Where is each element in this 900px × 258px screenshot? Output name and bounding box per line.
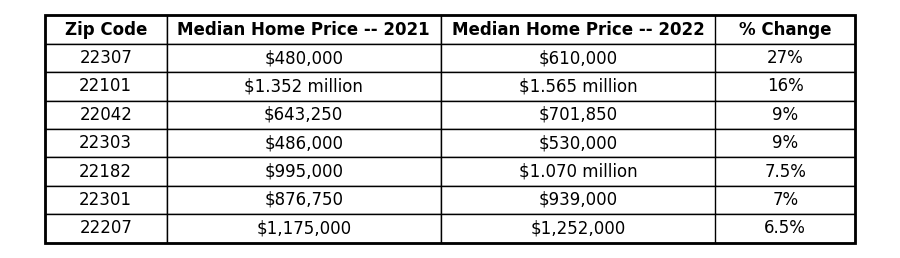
- Text: $643,250: $643,250: [264, 106, 344, 124]
- Text: % Change: % Change: [739, 21, 832, 39]
- Text: 22301: 22301: [79, 191, 132, 209]
- Bar: [441, 44, 716, 72]
- Text: Median Home Price -- 2021: Median Home Price -- 2021: [177, 21, 430, 39]
- Bar: [716, 186, 855, 214]
- Text: $610,000: $610,000: [539, 49, 617, 67]
- Text: $1,175,000: $1,175,000: [256, 219, 351, 237]
- Bar: [716, 157, 855, 186]
- Text: 22307: 22307: [79, 49, 132, 67]
- Bar: [45, 101, 166, 129]
- Bar: [716, 15, 855, 44]
- Text: $486,000: $486,000: [265, 134, 343, 152]
- Bar: [716, 44, 855, 72]
- Bar: [166, 15, 441, 44]
- Bar: [45, 129, 166, 157]
- Bar: [45, 15, 855, 243]
- Bar: [441, 129, 716, 157]
- Text: $701,850: $701,850: [539, 106, 617, 124]
- Text: 22207: 22207: [79, 219, 132, 237]
- Text: 27%: 27%: [767, 49, 804, 67]
- Text: 7%: 7%: [772, 191, 798, 209]
- Text: $530,000: $530,000: [539, 134, 617, 152]
- Bar: [45, 44, 166, 72]
- Text: $480,000: $480,000: [265, 49, 343, 67]
- Text: $1,252,000: $1,252,000: [531, 219, 626, 237]
- Bar: [716, 129, 855, 157]
- Text: 9%: 9%: [772, 134, 798, 152]
- Text: 22182: 22182: [79, 163, 132, 181]
- Bar: [166, 214, 441, 243]
- Bar: [441, 186, 716, 214]
- Bar: [441, 15, 716, 44]
- Text: 6.5%: 6.5%: [764, 219, 806, 237]
- Text: $876,750: $876,750: [265, 191, 343, 209]
- Text: Zip Code: Zip Code: [65, 21, 147, 39]
- Text: $1.352 million: $1.352 million: [244, 77, 364, 95]
- Text: 7.5%: 7.5%: [764, 163, 806, 181]
- Text: $995,000: $995,000: [265, 163, 343, 181]
- Bar: [45, 186, 166, 214]
- Bar: [166, 186, 441, 214]
- Text: $1.070 million: $1.070 million: [519, 163, 637, 181]
- Bar: [716, 101, 855, 129]
- Bar: [441, 157, 716, 186]
- Text: Median Home Price -- 2022: Median Home Price -- 2022: [452, 21, 705, 39]
- Bar: [166, 44, 441, 72]
- Bar: [441, 72, 716, 101]
- Bar: [45, 157, 166, 186]
- Bar: [716, 214, 855, 243]
- Bar: [166, 101, 441, 129]
- Text: 22303: 22303: [79, 134, 132, 152]
- Bar: [716, 72, 855, 101]
- Bar: [441, 101, 716, 129]
- Bar: [166, 157, 441, 186]
- Bar: [45, 15, 166, 44]
- Text: 22101: 22101: [79, 77, 132, 95]
- Text: $1.565 million: $1.565 million: [519, 77, 637, 95]
- Text: 9%: 9%: [772, 106, 798, 124]
- Text: 16%: 16%: [767, 77, 804, 95]
- Bar: [45, 72, 166, 101]
- Bar: [166, 129, 441, 157]
- Bar: [45, 214, 166, 243]
- Bar: [166, 72, 441, 101]
- Text: $939,000: $939,000: [539, 191, 617, 209]
- Text: 22042: 22042: [79, 106, 132, 124]
- Bar: [441, 214, 716, 243]
